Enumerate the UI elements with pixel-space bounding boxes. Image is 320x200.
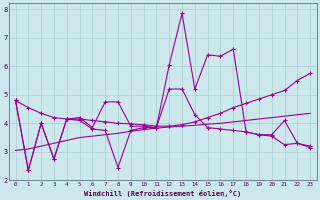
X-axis label: Windchill (Refroidissement éolien,°C): Windchill (Refroidissement éolien,°C): [84, 190, 242, 197]
